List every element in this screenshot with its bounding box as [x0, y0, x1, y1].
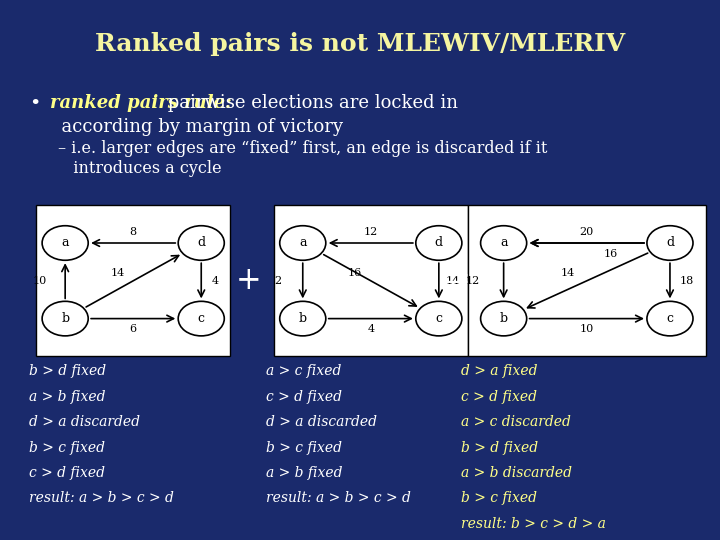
Text: b: b — [61, 312, 69, 325]
Text: a: a — [61, 237, 69, 249]
Text: c: c — [198, 312, 204, 325]
Text: b > d fixed: b > d fixed — [29, 364, 106, 379]
Circle shape — [647, 301, 693, 336]
Text: b > d fixed: b > d fixed — [461, 441, 538, 455]
Text: 10: 10 — [580, 324, 594, 334]
Text: a > c fixed: a > c fixed — [266, 364, 342, 379]
Text: b: b — [299, 312, 307, 325]
Text: d > a fixed: d > a fixed — [461, 364, 537, 379]
Text: =: = — [444, 265, 470, 296]
Text: 6: 6 — [130, 324, 137, 334]
Text: d: d — [197, 237, 205, 249]
Text: according by margin of victory: according by margin of victory — [50, 118, 343, 136]
Text: 2: 2 — [274, 276, 281, 286]
Text: b > c fixed: b > c fixed — [29, 441, 105, 455]
Text: b > c fixed: b > c fixed — [461, 491, 537, 505]
Text: 16: 16 — [603, 248, 618, 259]
Text: d: d — [435, 237, 443, 249]
Text: 4: 4 — [367, 324, 374, 334]
FancyBboxPatch shape — [274, 205, 468, 356]
Text: 18: 18 — [680, 276, 693, 286]
Text: c > d fixed: c > d fixed — [29, 466, 105, 480]
Text: ranked pairs rule:: ranked pairs rule: — [50, 94, 232, 112]
Text: a > c discarded: a > c discarded — [461, 415, 571, 429]
Text: c: c — [667, 312, 673, 325]
Circle shape — [416, 226, 462, 260]
Circle shape — [279, 226, 325, 260]
Text: d > a discarded: d > a discarded — [29, 415, 140, 429]
Circle shape — [647, 226, 693, 260]
Text: a: a — [500, 237, 508, 249]
Text: pairwise elections are locked in: pairwise elections are locked in — [162, 94, 458, 112]
Text: result: a > b > c > d: result: a > b > c > d — [29, 491, 174, 505]
Text: a > b fixed: a > b fixed — [266, 466, 343, 480]
Text: 8: 8 — [130, 227, 137, 238]
Text: d: d — [666, 237, 674, 249]
Circle shape — [179, 301, 225, 336]
Text: a: a — [299, 237, 307, 249]
Text: a > b fixed: a > b fixed — [29, 390, 105, 404]
Text: c > d fixed: c > d fixed — [266, 390, 343, 404]
Text: 14: 14 — [446, 276, 459, 286]
Circle shape — [279, 301, 325, 336]
Text: b: b — [500, 312, 508, 325]
Text: result: b > c > d > a: result: b > c > d > a — [461, 517, 606, 531]
Text: d > a discarded: d > a discarded — [266, 415, 377, 429]
Text: b > c fixed: b > c fixed — [266, 441, 343, 455]
Circle shape — [416, 301, 462, 336]
Text: 4: 4 — [211, 276, 218, 286]
Text: 10: 10 — [33, 276, 47, 286]
Text: 20: 20 — [580, 227, 594, 238]
Text: 12: 12 — [364, 227, 378, 238]
Circle shape — [179, 226, 225, 260]
Circle shape — [42, 226, 88, 260]
Text: 14: 14 — [111, 268, 125, 278]
Text: Ranked pairs is not MLEWIV/MLERIV: Ranked pairs is not MLEWIV/MLERIV — [95, 32, 625, 56]
Text: a > b discarded: a > b discarded — [461, 466, 572, 480]
Text: result: a > b > c > d: result: a > b > c > d — [266, 491, 411, 505]
FancyBboxPatch shape — [36, 205, 230, 356]
Text: c > d fixed: c > d fixed — [461, 390, 537, 404]
Text: 16: 16 — [348, 268, 362, 278]
Text: – i.e. larger edges are “fixed” first, an edge is discarded if it
   introduces : – i.e. larger edges are “fixed” first, a… — [58, 140, 547, 177]
Text: 12: 12 — [466, 276, 480, 286]
Circle shape — [481, 226, 526, 260]
Text: c: c — [436, 312, 442, 325]
Text: •: • — [29, 94, 40, 112]
Circle shape — [42, 301, 88, 336]
Text: 14: 14 — [561, 268, 575, 278]
FancyBboxPatch shape — [468, 205, 706, 356]
Text: +: + — [235, 265, 261, 296]
Circle shape — [481, 301, 526, 336]
